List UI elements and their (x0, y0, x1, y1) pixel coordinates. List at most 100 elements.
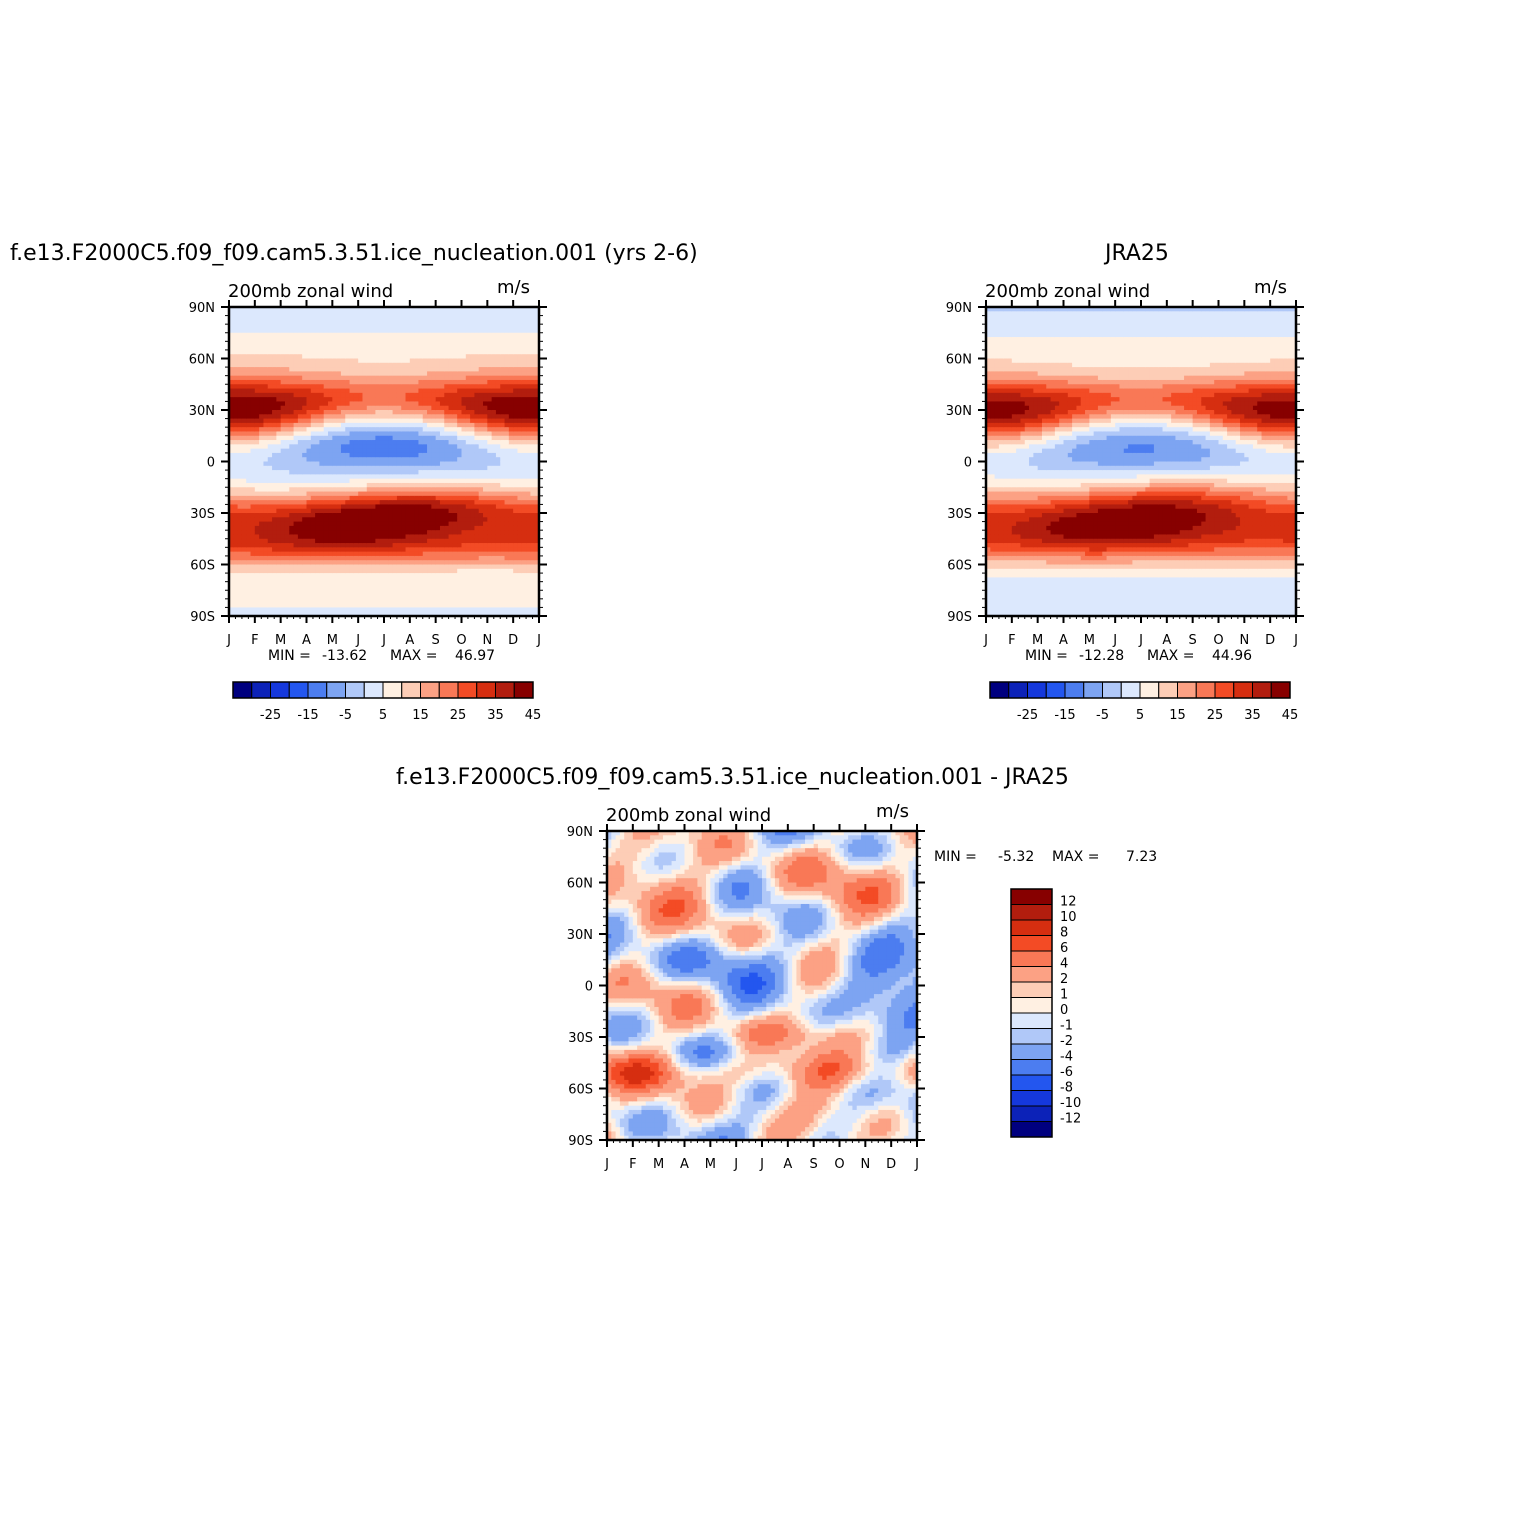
panel-model-field-cell (457, 482, 463, 488)
panel-model-field-cell (500, 345, 506, 351)
panel-model-field-cell (405, 397, 411, 403)
panel-model-field-cell (396, 444, 402, 450)
panel-model-field-cell (302, 482, 308, 488)
panel-model-field-cell (358, 431, 364, 437)
panel-model-field-cell (439, 547, 445, 553)
panel-model-field-cell (362, 555, 368, 561)
panel-model-field-cell (470, 332, 476, 338)
panel-model-field-cell (461, 332, 467, 338)
panel-model-field-cell (470, 521, 476, 527)
panel-model-field-cell (478, 534, 484, 540)
panel-model-field-cell (491, 362, 497, 368)
panel-model-field-cell (366, 585, 372, 591)
panel-model-field-cell (444, 555, 450, 561)
panel-model-field-cell (246, 341, 252, 347)
panel-model-field-cell (280, 307, 286, 312)
panel-model-field-cell (263, 371, 269, 377)
panel-model-field-cell (289, 521, 295, 527)
panel-model-field-cell (521, 504, 527, 510)
panel-model-field-cell (461, 341, 467, 347)
panel-model-field-cell (310, 418, 316, 424)
panel-model-field-cell (267, 470, 273, 475)
panel-model-field-cell (414, 444, 420, 450)
panel-model-field-cell (435, 517, 441, 523)
panel-model-field-cell (452, 349, 458, 355)
panel-model-field-cell (306, 568, 312, 574)
panel-model-field-cell (504, 534, 510, 540)
panel-model-field-cell (452, 315, 458, 321)
panel-model-field-cell (233, 521, 239, 527)
panel-model-field-cell (418, 444, 424, 450)
panel-model-field-cell (315, 547, 321, 553)
panel-model-field-cell (452, 465, 458, 471)
panel-model-field-cell (418, 538, 424, 544)
panel-model-field-cell (345, 491, 351, 497)
panel-model-field-cell (405, 315, 411, 321)
panel-model-field-cell (474, 332, 480, 338)
panel-model-field-cell (384, 564, 389, 570)
panel-model-field-cell (396, 495, 402, 501)
panel-model-field-cell (229, 418, 234, 424)
panel-model-field-cell (280, 594, 286, 600)
panel-model-field-cell (267, 474, 273, 480)
panel-model-field-cell (362, 465, 368, 471)
panel-model-field-cell (315, 585, 321, 591)
panel-model-field-cell (448, 517, 454, 523)
panel-model-field-cell (491, 379, 497, 385)
panel-model-field-cell (478, 392, 484, 398)
panel-model-field-cell (306, 573, 312, 578)
panel-model-field-cell (379, 427, 385, 433)
panel-model-field-cell (508, 332, 514, 338)
panel-model-field-cell (508, 534, 514, 540)
panel-model-field-cell (457, 478, 463, 484)
panel-model-field-cell (435, 491, 441, 497)
panel-model-field-cell (414, 379, 420, 385)
panel-model-field-cell (439, 392, 445, 398)
panel-model-field-cell (478, 513, 484, 518)
panel-model-field-cell (405, 461, 411, 467)
panel-model-field-cell (427, 461, 432, 467)
panel-model-field-cell (508, 418, 514, 424)
panel-model-field-cell (487, 401, 493, 407)
panel-model-field-cell (491, 470, 497, 475)
panel-model-field-cell (422, 500, 428, 506)
panel-model-field-cell (388, 521, 394, 527)
panel-model-field-cell (276, 487, 282, 493)
panel-model-field-cell (328, 371, 333, 377)
panel-model-field-cell (517, 530, 523, 536)
panel-model-field-cell (405, 590, 411, 596)
panel-model-field-cell (513, 551, 519, 557)
panel-model-field-cell (461, 315, 467, 321)
panel-model-field-cell (259, 431, 265, 437)
panel-model-field-cell (379, 504, 385, 510)
panel-model-field-cell (267, 307, 273, 312)
panel-model-field-cell (521, 435, 527, 441)
panel-model-field-cell (353, 603, 359, 609)
panel-model-field-cell (392, 555, 398, 561)
panel-model-field-cell (358, 534, 364, 540)
panel-model-field-cell (487, 324, 493, 330)
panel-model-field-cell (427, 307, 432, 312)
panel-model-field-cell (293, 375, 299, 381)
panel-model-field-cell (323, 405, 329, 411)
panel-model-field-cell (444, 478, 450, 484)
panel-model-field-cell (504, 495, 510, 501)
panel-model-field-cell (500, 379, 506, 385)
panel-model-field-cell (315, 568, 321, 574)
panel-model-field-cell (340, 392, 346, 398)
panel-model-field-cell (396, 337, 402, 342)
panel-model-field-cell (306, 487, 312, 493)
panel-model-field-cell (349, 328, 355, 334)
panel-model-field-cell (289, 315, 295, 321)
panel-model-field-cell (375, 560, 381, 566)
panel-model-field-cell (272, 465, 277, 471)
panel-model-field-cell (336, 500, 342, 506)
panel-model-field-cell (491, 388, 497, 394)
panel-model-field-cell (422, 397, 428, 403)
panel-model-field-cell (439, 474, 445, 480)
panel-model-field-cell (396, 482, 402, 488)
panel-model-field-cell (491, 500, 497, 506)
panel-model-field-cell (517, 611, 523, 617)
panel-model-field-cell (422, 371, 428, 377)
panel-model-field-cell (233, 349, 239, 355)
